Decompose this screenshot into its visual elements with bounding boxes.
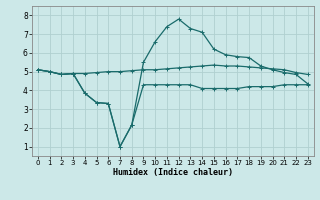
X-axis label: Humidex (Indice chaleur): Humidex (Indice chaleur): [113, 168, 233, 177]
